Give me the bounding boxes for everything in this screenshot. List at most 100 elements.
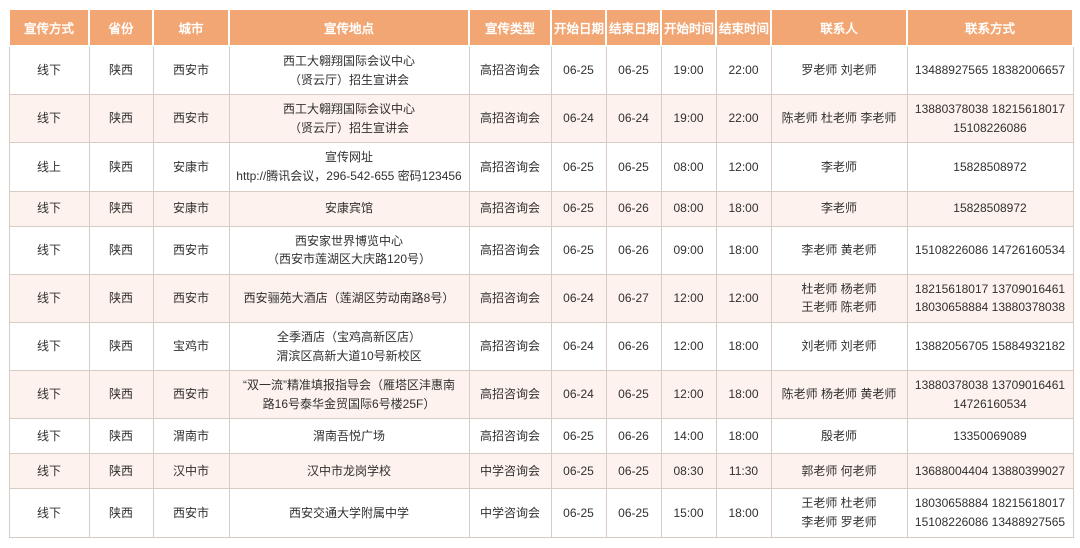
column-header-start-time: 开始时间 bbox=[660, 8, 717, 47]
cell-end-time: 12:00 bbox=[715, 273, 772, 323]
cell-location: 西工大翱翔国际会议中心 （贤云厅）招生宣讲会 bbox=[228, 45, 470, 96]
cell-phone: 13350069089 bbox=[906, 418, 1074, 455]
table-header: 宣传方式 省份 城市 宣传地点 宣传类型 开始日期 结束日期 开始时间 结束时间… bbox=[8, 8, 1074, 47]
column-header-type: 宣传类型 bbox=[468, 8, 552, 47]
cell-city: 渭南市 bbox=[152, 418, 230, 455]
cell-city: 安康市 bbox=[152, 190, 230, 227]
cell-contacts: 刘老师 刘老师 bbox=[770, 321, 908, 372]
cell-end-date: 06-25 bbox=[605, 453, 662, 490]
cell-end-date: 06-27 bbox=[605, 273, 662, 323]
cell-end-date: 06-26 bbox=[605, 418, 662, 455]
cell-method: 线下 bbox=[8, 225, 90, 275]
cell-start-time: 09:00 bbox=[660, 225, 717, 275]
cell-contacts: 王老师 杜老师 李老师 罗老师 bbox=[770, 488, 908, 538]
cell-phone: 13882056705 15884932182 bbox=[906, 321, 1074, 372]
cell-method: 线下 bbox=[8, 370, 90, 420]
cell-phone: 15828508972 bbox=[906, 142, 1074, 192]
cell-start-time: 12:00 bbox=[660, 370, 717, 420]
column-header-province: 省份 bbox=[88, 8, 154, 47]
cell-province: 陕西 bbox=[88, 142, 154, 192]
cell-location: 全季酒店（宝鸡高新区店） 渭滨区高新大道10号新校区 bbox=[228, 321, 470, 372]
cell-location: 西安家世界博览中心 （西安市莲湖区大庆路120号） bbox=[228, 225, 470, 275]
cell-contacts: 李老师 bbox=[770, 190, 908, 227]
table-row: 线下 陕西 宝鸡市 全季酒店（宝鸡高新区店） 渭滨区高新大道10号新校区 高招咨询会 06… bbox=[8, 321, 1074, 372]
cell-end-time: 18:00 bbox=[715, 190, 772, 227]
cell-end-date: 06-24 bbox=[605, 94, 662, 144]
cell-start-date: 06-25 bbox=[550, 488, 607, 538]
cell-location: 安康宾馆 bbox=[228, 190, 470, 227]
column-header-start-date: 开始日期 bbox=[550, 8, 607, 47]
cell-phone: 13688004404 13880399027 bbox=[906, 453, 1074, 490]
cell-end-date: 06-26 bbox=[605, 190, 662, 227]
cell-type: 高招咨询会 bbox=[468, 45, 552, 96]
cell-province: 陕西 bbox=[88, 273, 154, 323]
cell-method: 线下 bbox=[8, 321, 90, 372]
cell-city: 安康市 bbox=[152, 142, 230, 192]
column-header-phone: 联系方式 bbox=[906, 8, 1074, 47]
cell-phone: 18215618017 13709016461 18030658884 1388… bbox=[906, 273, 1074, 323]
table-row: 线下 陕西 渭南市 渭南吾悦广场 高招咨询会 06-25 06-26 14:00 18:00 殷老… bbox=[8, 418, 1074, 455]
table-row: 线下 陕西 西安市 “双一流”精准填报指导会（雁塔区沣惠南 路16号泰华金贸国际6号楼… bbox=[8, 370, 1074, 420]
cell-contacts: 李老师 bbox=[770, 142, 908, 192]
cell-province: 陕西 bbox=[88, 370, 154, 420]
column-header-end-date: 结束日期 bbox=[605, 8, 662, 47]
table-row: 线下 陕西 西安市 西安家世界博览中心 （西安市莲湖区大庆路120号） 高招咨询会 06-… bbox=[8, 225, 1074, 275]
cell-method: 线下 bbox=[8, 190, 90, 227]
cell-contacts: 杜老师 杨老师 王老师 陈老师 bbox=[770, 273, 908, 323]
cell-start-time: 14:00 bbox=[660, 418, 717, 455]
cell-type: 高招咨询会 bbox=[468, 190, 552, 227]
cell-city: 西安市 bbox=[152, 370, 230, 420]
cell-province: 陕西 bbox=[88, 418, 154, 455]
table-row: 线下 陕西 西安市 西工大翱翔国际会议中心 （贤云厅）招生宣讲会 高招咨询会 06-25 0… bbox=[8, 45, 1074, 96]
cell-phone: 15108226086 14726160534 bbox=[906, 225, 1074, 275]
cell-phone: 18030658884 18215618017 15108226086 1348… bbox=[906, 488, 1074, 538]
cell-phone: 13880378038 18215618017 15108226086 bbox=[906, 94, 1074, 144]
cell-end-time: 11:30 bbox=[715, 453, 772, 490]
cell-province: 陕西 bbox=[88, 45, 154, 96]
cell-end-time: 18:00 bbox=[715, 321, 772, 372]
cell-method: 线下 bbox=[8, 94, 90, 144]
cell-method: 线下 bbox=[8, 488, 90, 538]
column-header-end-time: 结束时间 bbox=[715, 8, 772, 47]
promotion-schedule-table: 宣传方式 省份 城市 宣传地点 宣传类型 开始日期 结束日期 开始时间 结束时间… bbox=[8, 8, 1074, 538]
table-body: 线下 陕西 西安市 西工大翱翔国际会议中心 （贤云厅）招生宣讲会 高招咨询会 06-25 0… bbox=[8, 45, 1074, 538]
cell-start-date: 06-25 bbox=[550, 190, 607, 227]
cell-end-time: 22:00 bbox=[715, 45, 772, 96]
column-header-method: 宣传方式 bbox=[8, 8, 90, 47]
cell-method: 线下 bbox=[8, 453, 90, 490]
cell-end-time: 18:00 bbox=[715, 488, 772, 538]
cell-location: 汉中市龙岗学校 bbox=[228, 453, 470, 490]
cell-type: 高招咨询会 bbox=[468, 273, 552, 323]
cell-start-time: 08:30 bbox=[660, 453, 717, 490]
cell-end-date: 06-25 bbox=[605, 142, 662, 192]
cell-province: 陕西 bbox=[88, 190, 154, 227]
cell-start-time: 12:00 bbox=[660, 273, 717, 323]
cell-city: 宝鸡市 bbox=[152, 321, 230, 372]
cell-location: 西安骊苑大酒店（莲湖区劳动南路8号） bbox=[228, 273, 470, 323]
cell-end-date: 06-25 bbox=[605, 45, 662, 96]
cell-start-time: 08:00 bbox=[660, 190, 717, 227]
cell-start-time: 08:00 bbox=[660, 142, 717, 192]
cell-start-date: 06-25 bbox=[550, 45, 607, 96]
column-header-location: 宣传地点 bbox=[228, 8, 470, 47]
cell-phone: 13880378038 13709016461 14726160534 bbox=[906, 370, 1074, 420]
cell-province: 陕西 bbox=[88, 453, 154, 490]
cell-end-date: 06-26 bbox=[605, 321, 662, 372]
cell-city: 西安市 bbox=[152, 45, 230, 96]
cell-type: 高招咨询会 bbox=[468, 225, 552, 275]
cell-start-date: 06-25 bbox=[550, 142, 607, 192]
cell-contacts: 殷老师 bbox=[770, 418, 908, 455]
cell-location: “双一流”精准填报指导会（雁塔区沣惠南 路16号泰华金贸国际6号楼25F） bbox=[228, 370, 470, 420]
cell-phone: 15828508972 bbox=[906, 190, 1074, 227]
cell-province: 陕西 bbox=[88, 225, 154, 275]
cell-type: 高招咨询会 bbox=[468, 94, 552, 144]
cell-end-time: 18:00 bbox=[715, 225, 772, 275]
column-header-city: 城市 bbox=[152, 8, 230, 47]
cell-type: 高招咨询会 bbox=[468, 142, 552, 192]
cell-start-date: 06-24 bbox=[550, 273, 607, 323]
cell-phone: 13488927565 18382006657 bbox=[906, 45, 1074, 96]
cell-start-date: 06-24 bbox=[550, 94, 607, 144]
cell-method: 线上 bbox=[8, 142, 90, 192]
cell-location: 西安交通大学附属中学 bbox=[228, 488, 470, 538]
